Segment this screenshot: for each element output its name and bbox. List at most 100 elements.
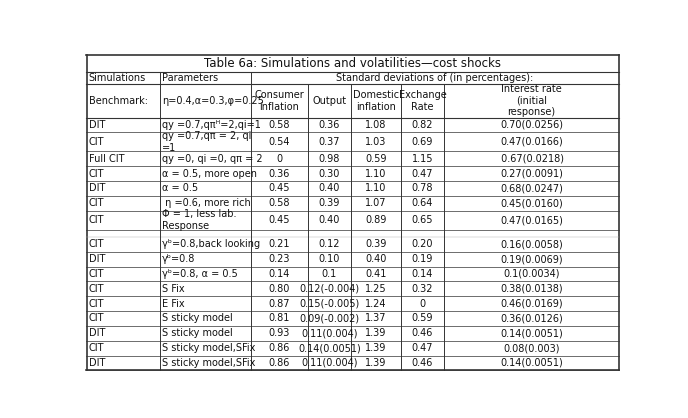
- Text: Interest rate
(initial
response): Interest rate (initial response): [501, 84, 562, 117]
- Text: S sticky model: S sticky model: [162, 328, 233, 338]
- Text: 0.87: 0.87: [269, 298, 290, 308]
- Text: 1.39: 1.39: [365, 358, 387, 368]
- Text: 0.37: 0.37: [319, 137, 340, 147]
- Text: 0.98: 0.98: [319, 154, 340, 164]
- Text: 0.47: 0.47: [411, 343, 433, 353]
- Text: 1.08: 1.08: [365, 120, 387, 130]
- Text: 1.37: 1.37: [365, 314, 387, 324]
- Text: 0.1: 0.1: [322, 269, 337, 279]
- Text: 0.30: 0.30: [319, 168, 340, 178]
- Text: 0.59: 0.59: [365, 154, 387, 164]
- Text: Φ = 1, less lab.
Response: Φ = 1, less lab. Response: [162, 209, 236, 231]
- Text: qy =0.7,qπᴴ=2,qi=1: qy =0.7,qπᴴ=2,qi=1: [162, 120, 261, 130]
- Text: 0.14(0.0051): 0.14(0.0051): [298, 343, 361, 353]
- Text: CIT: CIT: [89, 298, 104, 308]
- Text: 0.41: 0.41: [365, 269, 387, 279]
- Text: DIT: DIT: [89, 358, 105, 368]
- Text: 0.36(0.0126): 0.36(0.0126): [500, 314, 563, 324]
- Text: 0.89: 0.89: [365, 215, 387, 225]
- Text: 0.70(0.0256): 0.70(0.0256): [500, 120, 563, 130]
- Text: 0.15(-0.005): 0.15(-0.005): [299, 298, 360, 308]
- Text: 0.19(0.0069): 0.19(0.0069): [500, 254, 563, 264]
- Text: 0.46: 0.46: [411, 328, 433, 338]
- Text: 0.81: 0.81: [269, 314, 290, 324]
- Text: Table 6a: Simulations and volatilities—cost shocks: Table 6a: Simulations and volatilities—c…: [204, 57, 501, 70]
- Text: 1.03: 1.03: [365, 137, 387, 147]
- Text: 1.15: 1.15: [411, 154, 433, 164]
- Text: 0.65: 0.65: [411, 215, 433, 225]
- Text: 0.10: 0.10: [319, 254, 340, 264]
- Text: Parameters: Parameters: [162, 73, 218, 83]
- Text: 0.32: 0.32: [411, 284, 433, 294]
- Text: 0.59: 0.59: [411, 314, 433, 324]
- Text: 0.16(0.0058): 0.16(0.0058): [500, 239, 563, 249]
- Text: 0.68(0.0247): 0.68(0.0247): [500, 184, 563, 194]
- Text: 0.14: 0.14: [411, 269, 433, 279]
- Text: 0.36: 0.36: [319, 120, 340, 130]
- Text: 0.11(0.004): 0.11(0.004): [301, 328, 358, 338]
- Text: CIT: CIT: [89, 343, 104, 353]
- Text: α = 0.5, more open: α = 0.5, more open: [162, 168, 257, 178]
- Text: 0.12: 0.12: [319, 239, 340, 249]
- Text: Benchmark:: Benchmark:: [89, 96, 148, 106]
- Text: 0.12(-0.004): 0.12(-0.004): [299, 284, 359, 294]
- Text: 0.80: 0.80: [269, 284, 290, 294]
- Text: 0.1(0.0034): 0.1(0.0034): [503, 269, 560, 279]
- Text: γᵇ=0.8,back looking: γᵇ=0.8,back looking: [162, 239, 260, 249]
- Text: 0.67(0.0218): 0.67(0.0218): [499, 154, 564, 164]
- Text: γᵇ=0.8: γᵇ=0.8: [162, 254, 195, 264]
- Text: 0.82: 0.82: [411, 120, 433, 130]
- Text: CIT: CIT: [89, 314, 104, 324]
- Text: Consumer
inflation: Consumer inflation: [255, 90, 304, 112]
- Text: 1.10: 1.10: [365, 168, 387, 178]
- Text: CIT: CIT: [89, 168, 104, 178]
- Text: 0.86: 0.86: [269, 358, 290, 368]
- Text: 0.14(0.0051): 0.14(0.0051): [500, 328, 563, 338]
- Text: 0.27(0.0091): 0.27(0.0091): [500, 168, 563, 178]
- Text: Standard deviations of (in percentages):: Standard deviations of (in percentages):: [336, 73, 534, 83]
- Text: 0.40: 0.40: [319, 184, 340, 194]
- Text: 0.39: 0.39: [365, 239, 387, 249]
- Text: 0.46: 0.46: [411, 358, 433, 368]
- Text: 0.58: 0.58: [269, 198, 290, 208]
- Text: DIT: DIT: [89, 120, 105, 130]
- Text: 1.10: 1.10: [365, 184, 387, 194]
- Text: 0.78: 0.78: [411, 184, 433, 194]
- Text: 1.25: 1.25: [365, 284, 387, 294]
- Text: 0.11(0.004): 0.11(0.004): [301, 358, 358, 368]
- Text: 1.24: 1.24: [365, 298, 387, 308]
- Text: η =0.6, more rich: η =0.6, more rich: [162, 198, 250, 208]
- Text: S sticky model: S sticky model: [162, 314, 233, 324]
- Text: 0.58: 0.58: [269, 120, 290, 130]
- Text: qy =0, qi =0, qπ = 2: qy =0, qi =0, qπ = 2: [162, 154, 262, 164]
- Text: DIT: DIT: [89, 328, 105, 338]
- Text: 0.45: 0.45: [269, 215, 290, 225]
- Text: 0: 0: [277, 154, 283, 164]
- Text: 0: 0: [420, 298, 425, 308]
- Text: CIT: CIT: [89, 215, 104, 225]
- Text: 0.39: 0.39: [319, 198, 340, 208]
- Text: 0.69: 0.69: [411, 137, 433, 147]
- Text: Exchange
Rate: Exchange Rate: [398, 90, 447, 112]
- Text: 0.36: 0.36: [269, 168, 290, 178]
- Text: 0.47: 0.47: [411, 168, 433, 178]
- Text: 0.40: 0.40: [365, 254, 387, 264]
- Text: 0.54: 0.54: [269, 137, 290, 147]
- Text: CIT: CIT: [89, 198, 104, 208]
- Text: E Fix: E Fix: [162, 298, 184, 308]
- Text: 0.14: 0.14: [269, 269, 290, 279]
- Text: 0.23: 0.23: [269, 254, 290, 264]
- Text: S sticky model,SFix: S sticky model,SFix: [162, 358, 255, 368]
- Text: 0.40: 0.40: [319, 215, 340, 225]
- Text: 0.45(0.0160): 0.45(0.0160): [500, 198, 563, 208]
- Text: 0.21: 0.21: [269, 239, 290, 249]
- Text: Full CIT: Full CIT: [89, 154, 124, 164]
- Text: γᵇ=0.8, α = 0.5: γᵇ=0.8, α = 0.5: [162, 269, 237, 279]
- Text: 0.45: 0.45: [269, 184, 290, 194]
- Text: S sticky model,SFix: S sticky model,SFix: [162, 343, 255, 353]
- Text: Simulations: Simulations: [89, 73, 146, 83]
- Text: 0.20: 0.20: [411, 239, 433, 249]
- Text: S Fix: S Fix: [162, 284, 184, 294]
- Text: 0.47(0.0165): 0.47(0.0165): [500, 215, 563, 225]
- Text: Output: Output: [312, 96, 347, 106]
